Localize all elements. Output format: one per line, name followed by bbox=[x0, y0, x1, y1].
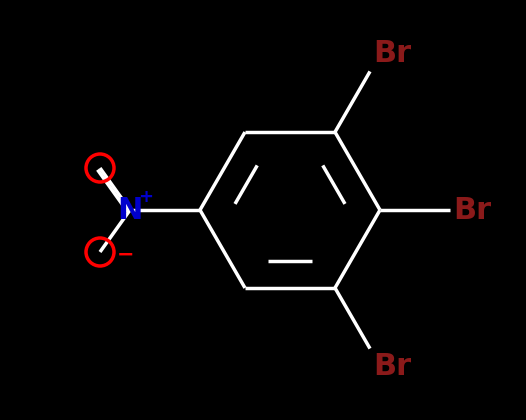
Text: N: N bbox=[117, 195, 143, 225]
Text: Br: Br bbox=[373, 352, 411, 381]
Text: Br: Br bbox=[373, 39, 411, 68]
Text: −: − bbox=[117, 245, 135, 265]
Text: +: + bbox=[138, 188, 154, 206]
Text: Br: Br bbox=[453, 195, 491, 225]
